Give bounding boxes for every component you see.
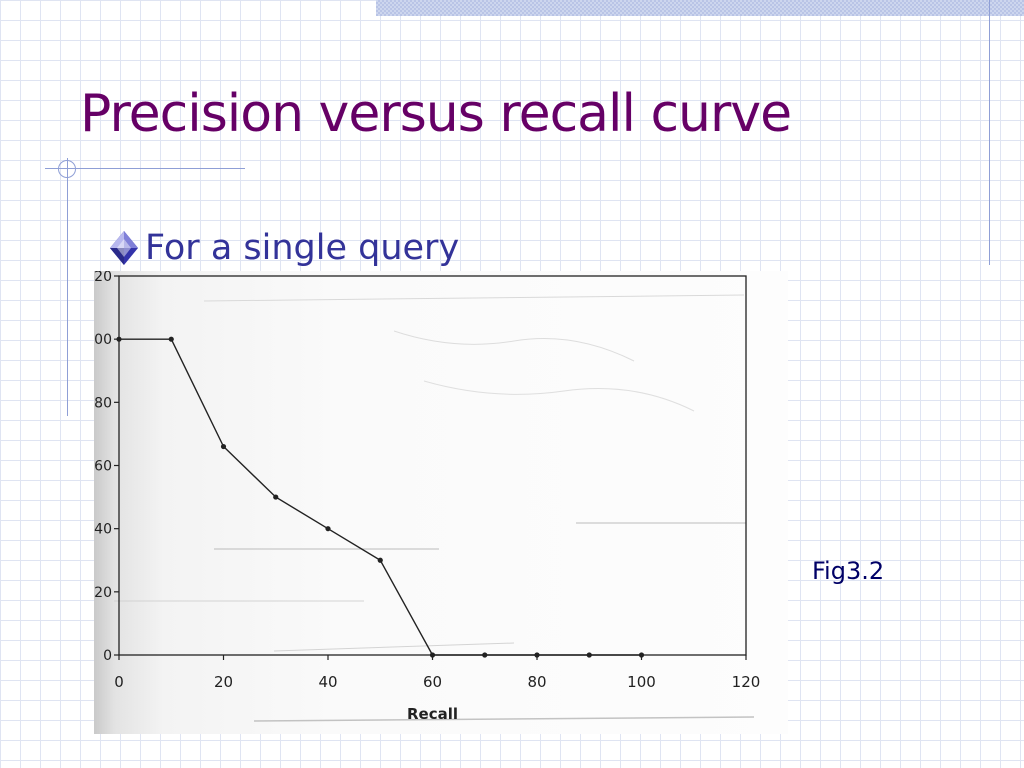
data-point — [325, 526, 331, 532]
y-axis-ticks: 0 20 40 60 80 100 120 — [94, 271, 119, 664]
y-tick-label: 40 — [94, 522, 112, 538]
top-decorative-band — [376, 0, 1024, 16]
plot-area-frame — [118, 275, 747, 656]
x-tick-label: 120 — [732, 673, 761, 691]
series-layer — [116, 336, 645, 658]
y-tick-label: 60 — [94, 459, 112, 475]
y-tick-label: 20 — [94, 585, 112, 601]
decorative-vertical-line-left — [67, 158, 68, 416]
x-tick-label: 20 — [214, 673, 233, 691]
precision-recall-chart: 0 20 40 60 80 100 120 0 20 40 60 80 100 120 Recall — [94, 271, 760, 723]
data-point — [586, 652, 592, 658]
series-line — [119, 338, 642, 656]
x-tick-label: 80 — [527, 673, 546, 691]
data-point — [168, 336, 174, 342]
data-point — [377, 557, 383, 563]
decorative-horizontal-line — [45, 168, 245, 169]
x-tick-label: 100 — [627, 673, 656, 691]
x-axis-label: Recall — [407, 705, 458, 723]
data-point — [116, 336, 122, 342]
y-tick-label: 120 — [94, 271, 112, 285]
diamond-bullet-icon — [110, 231, 138, 265]
bullet-item: For a single query — [107, 228, 459, 268]
x-tick-label: 40 — [318, 673, 337, 691]
data-point — [220, 443, 227, 450]
decorative-circle — [58, 160, 76, 178]
data-point — [273, 494, 279, 500]
data-point — [534, 652, 540, 658]
x-tick-label: 60 — [423, 673, 442, 691]
data-point — [638, 652, 645, 658]
decorative-vertical-line-right — [989, 0, 990, 265]
y-tick-label: 80 — [94, 395, 112, 411]
data-point — [429, 652, 436, 658]
figure-caption: Fig3.2 — [812, 557, 885, 585]
bullet-text: For a single query — [145, 228, 460, 268]
slide-title: Precision versus recall curve — [80, 84, 792, 144]
x-axis-ticks: 0 20 40 60 80 100 120 — [114, 655, 760, 691]
x-tick-label: 0 — [114, 673, 124, 691]
data-point — [482, 652, 488, 658]
background-bleed-through — [114, 294, 755, 722]
y-tick-label: 0 — [103, 648, 112, 664]
chart-scan: 0 20 40 60 80 100 120 0 20 40 60 80 100 120 Recall — [94, 271, 788, 734]
y-tick-label: 100 — [94, 332, 112, 348]
